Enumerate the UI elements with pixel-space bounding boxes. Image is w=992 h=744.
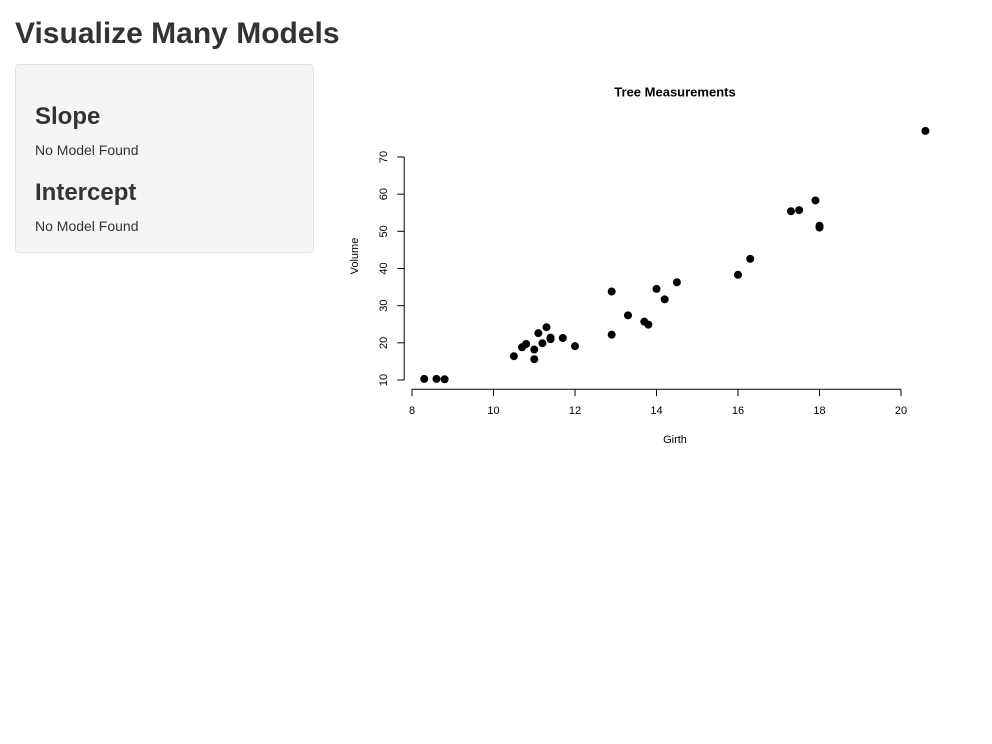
x-tick-label: 20 bbox=[895, 405, 907, 417]
y-tick-label: 30 bbox=[378, 300, 390, 312]
point bbox=[546, 333, 555, 342]
section-heading: Intercept bbox=[35, 179, 137, 206]
point bbox=[538, 339, 547, 348]
point bbox=[420, 374, 429, 383]
point bbox=[432, 374, 441, 383]
point bbox=[530, 345, 539, 354]
page-title: Visualize Many Models bbox=[15, 17, 340, 50]
section-heading: Slope bbox=[35, 103, 101, 130]
x-axis-label: Girth bbox=[663, 434, 687, 446]
point bbox=[672, 278, 681, 287]
point bbox=[571, 342, 580, 351]
point bbox=[607, 287, 616, 296]
point bbox=[921, 126, 930, 135]
point bbox=[530, 355, 539, 364]
x-tick-label: 18 bbox=[813, 405, 825, 417]
point bbox=[795, 206, 804, 215]
y-tick-label: 60 bbox=[378, 188, 390, 200]
y-tick-label: 10 bbox=[378, 374, 390, 386]
point bbox=[652, 284, 661, 293]
point bbox=[607, 330, 616, 339]
point bbox=[440, 375, 449, 384]
point bbox=[660, 295, 669, 304]
section-text: No Model Found bbox=[35, 218, 139, 234]
y-tick-label: 40 bbox=[378, 262, 390, 274]
y-tick-label: 70 bbox=[378, 151, 390, 163]
point bbox=[811, 196, 820, 205]
x-tick-label: 10 bbox=[487, 405, 499, 417]
point bbox=[558, 334, 567, 343]
point bbox=[644, 320, 653, 329]
sidebar-panel: Slope No Model Found Intercept No Model … bbox=[15, 64, 314, 253]
section-text: No Model Found bbox=[35, 142, 139, 158]
point bbox=[786, 207, 795, 216]
point bbox=[746, 254, 755, 263]
point bbox=[534, 329, 543, 338]
point bbox=[623, 311, 632, 320]
chart-title: Tree Measurements bbox=[614, 84, 735, 99]
x-tick-label: 16 bbox=[732, 405, 744, 417]
y-tick-label: 20 bbox=[378, 337, 390, 349]
point bbox=[542, 323, 551, 332]
x-tick-label: 14 bbox=[650, 405, 662, 417]
point bbox=[815, 223, 824, 232]
y-axis-label: Volume bbox=[349, 238, 361, 275]
point bbox=[734, 270, 743, 279]
y-tick-label: 50 bbox=[378, 225, 390, 237]
x-tick-label: 8 bbox=[409, 405, 415, 417]
point bbox=[509, 352, 518, 361]
x-tick-label: 12 bbox=[569, 405, 581, 417]
point bbox=[522, 339, 531, 348]
